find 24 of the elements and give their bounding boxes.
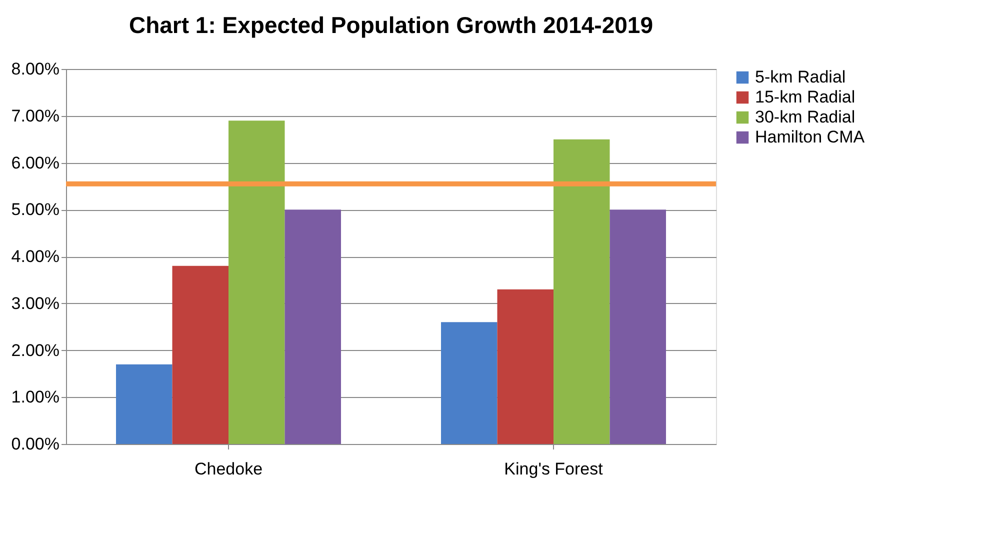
x-tick-label: King's Forest xyxy=(504,460,604,478)
y-tick-label: 2.00% xyxy=(11,340,60,360)
chart-title: Chart 1: Expected Population Growth 2014-2019 xyxy=(128,12,654,38)
x-tick-label: Chedoke xyxy=(194,460,263,478)
bar xyxy=(284,210,341,444)
bar xyxy=(172,266,228,444)
legend-label: Hamilton CMA xyxy=(755,128,866,146)
y-tick-label: 0.00% xyxy=(11,434,60,454)
bar xyxy=(497,289,554,444)
legend-label: 30-km Radial xyxy=(755,108,856,126)
y-tick-label: 7.00% xyxy=(11,106,60,126)
y-tick-label: 1.00% xyxy=(11,388,60,407)
bar xyxy=(116,364,172,444)
bar xyxy=(554,139,610,444)
legend-label: 5-km Radial xyxy=(755,68,846,86)
legend-label: 15-km Radial xyxy=(755,88,856,106)
y-tick-label: 8.00% xyxy=(11,60,60,78)
bar xyxy=(610,210,666,444)
y-tick-label: 3.00% xyxy=(11,294,60,313)
bar xyxy=(441,322,498,444)
y-tick-label: 5.00% xyxy=(11,200,60,220)
bar xyxy=(228,120,285,444)
y-tick-label: 6.00% xyxy=(11,153,60,172)
y-tick-label: 4.00% xyxy=(11,247,60,266)
